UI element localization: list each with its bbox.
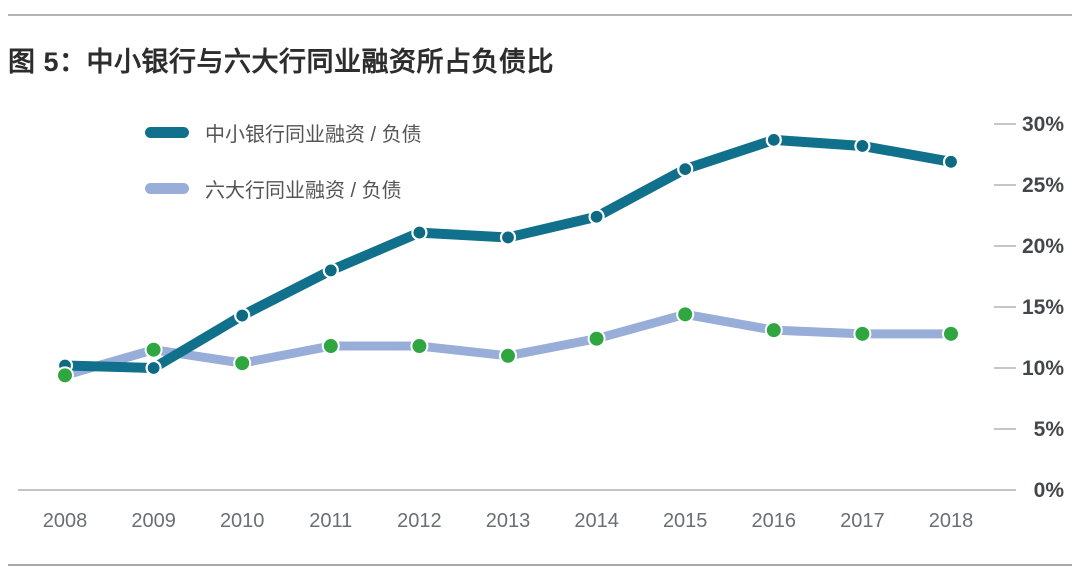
data-point-marker-green — [144, 340, 163, 359]
data-point-marker-teal — [411, 224, 428, 241]
data-point-marker-teal — [854, 137, 871, 155]
x-axis-label: 2014 — [574, 510, 619, 532]
legend-swatch-periwinkle — [145, 183, 189, 194]
y-axis-label: 30% — [1022, 113, 1064, 136]
chart-legend: 中小银行同业融资 / 负债 六大行同业融资 / 负债 — [145, 118, 422, 203]
legend-item-big-six-banks: 六大行同业融资 / 负债 — [145, 174, 422, 203]
data-point-marker-teal — [145, 359, 162, 377]
legend-item-small-medium-banks: 中小银行同业融资 / 负债 — [145, 118, 422, 147]
data-point-marker-teal — [942, 153, 960, 170]
data-point-marker-teal — [322, 262, 339, 279]
x-axis-label: 2011 — [309, 510, 352, 532]
data-point-marker-green — [587, 329, 606, 348]
data-point-marker-teal — [677, 161, 694, 178]
x-axis-label: 2016 — [752, 510, 797, 532]
x-axis-label: 2013 — [486, 510, 531, 532]
y-axis-label: 0% — [1034, 479, 1065, 502]
x-axis-label: 2017 — [840, 510, 885, 532]
top-divider — [8, 14, 1072, 16]
x-axis-label: 2008 — [43, 510, 88, 532]
data-point-marker-teal — [588, 208, 605, 225]
legend-swatch-teal — [145, 127, 189, 138]
data-point-marker-green — [764, 321, 783, 340]
data-point-marker-green — [321, 337, 340, 356]
legend-label: 中小银行同业融资 / 负债 — [205, 124, 422, 146]
data-point-marker-green — [56, 366, 74, 385]
bottom-divider — [8, 564, 1072, 566]
data-point-marker-green — [410, 337, 429, 356]
y-axis-label: 5% — [1034, 418, 1065, 441]
data-point-marker-teal — [765, 131, 782, 148]
data-point-marker-teal — [499, 229, 517, 246]
y-axis-label: 10% — [1022, 357, 1064, 380]
data-point-marker-green — [942, 324, 960, 343]
x-axis-label: 2015 — [663, 510, 708, 532]
data-point-marker-green — [853, 324, 872, 343]
x-axis-label: 2009 — [131, 510, 176, 532]
data-point-marker-green — [499, 346, 517, 365]
y-axis-label: 20% — [1022, 235, 1064, 258]
legend-label: 六大行同业融资 / 负债 — [205, 180, 402, 202]
data-point-marker-teal — [234, 307, 251, 324]
data-point-marker-green — [676, 305, 695, 324]
x-axis-label: 2018 — [929, 510, 974, 532]
data-point-marker-green — [233, 354, 252, 373]
x-axis-label: 2010 — [220, 510, 265, 532]
chart-title: 图 5：中小银行与六大行同业融资所占负债比 — [8, 47, 555, 77]
y-axis-label: 25% — [1022, 174, 1064, 197]
y-axis-label: 15% — [1022, 296, 1064, 319]
x-axis-label: 2012 — [397, 510, 442, 532]
